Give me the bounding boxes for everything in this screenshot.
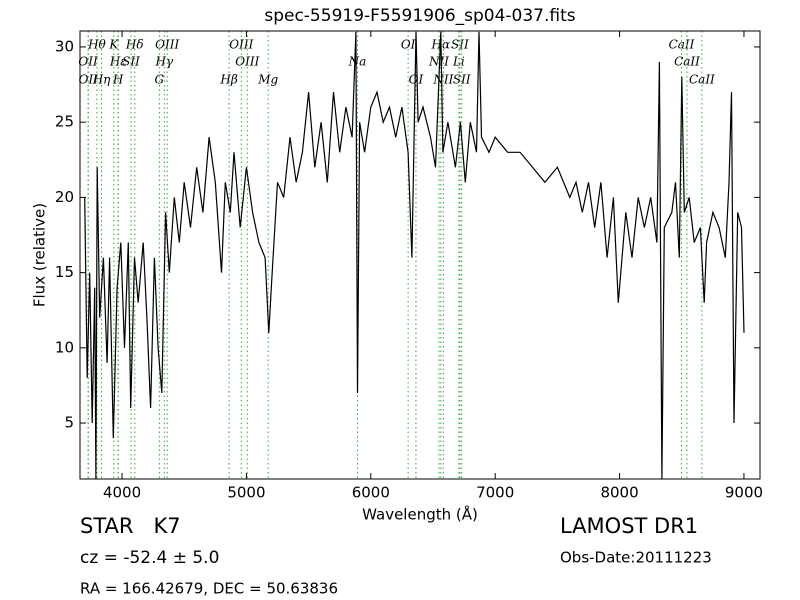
x-tick-label: 6000 xyxy=(352,484,390,502)
line-label: NII xyxy=(428,55,449,69)
redshift: cz = -52.4 ± 5.0 xyxy=(80,548,219,568)
y-axis-label: Flux (relative) xyxy=(31,203,49,307)
line-label: OII xyxy=(79,73,99,87)
line-label: Hβ xyxy=(219,73,237,87)
line-label: K xyxy=(108,38,119,52)
x-tick-label: 9000 xyxy=(725,484,763,502)
x-axis-label: Wavelength (Å) xyxy=(362,505,478,524)
object-class: STAR K7 xyxy=(80,514,181,538)
y-tick-label: 20 xyxy=(55,188,74,206)
line-label: Mg xyxy=(257,73,278,87)
y-tick-label: 5 xyxy=(64,414,74,432)
x-tick-label: 8000 xyxy=(600,484,638,502)
line-label: OII xyxy=(78,55,98,69)
line-label: Hγ xyxy=(155,55,174,69)
line-label: Hδ xyxy=(125,38,144,52)
chart-title: spec-55919-F5591906_sp04-037.fits xyxy=(264,6,575,26)
line-label: Hε xyxy=(109,55,127,69)
line-label: NII xyxy=(432,73,453,87)
coordinates: RA = 166.42679, DEC = 50.63836 xyxy=(80,580,338,598)
line-label: Hθ xyxy=(87,38,106,52)
y-tick-label: 10 xyxy=(55,338,74,356)
x-tick-label: 7000 xyxy=(476,484,514,502)
x-tick-label: 4000 xyxy=(103,484,141,502)
spectrum-line xyxy=(84,31,745,479)
line-label: OIII xyxy=(235,55,259,69)
obs-date: Obs-Date:20111223 xyxy=(560,549,712,567)
line-label: CaII xyxy=(674,55,700,69)
line-label: SII xyxy=(451,38,469,52)
y-tick-label: 15 xyxy=(55,263,74,281)
survey: LAMOST DR1 xyxy=(560,514,698,538)
line-label: Na xyxy=(348,55,367,69)
line-label: OIII xyxy=(155,38,179,52)
x-tick-label: 5000 xyxy=(227,484,265,502)
line-label: H xyxy=(112,73,124,87)
line-label: SII xyxy=(453,73,471,87)
line-label: CaII xyxy=(689,73,715,87)
line-label: G xyxy=(155,73,165,87)
line-label: OI xyxy=(401,38,416,52)
line-label: OI xyxy=(409,73,424,87)
y-tick-label: 30 xyxy=(55,37,74,55)
line-label: Li xyxy=(452,55,465,69)
y-tick-label: 25 xyxy=(55,113,74,131)
plot-frame xyxy=(79,30,761,480)
line-label: Hη xyxy=(92,73,111,87)
line-label: CaII xyxy=(669,38,695,52)
line-label: SII xyxy=(122,55,140,69)
line-label: OIII xyxy=(229,38,253,52)
